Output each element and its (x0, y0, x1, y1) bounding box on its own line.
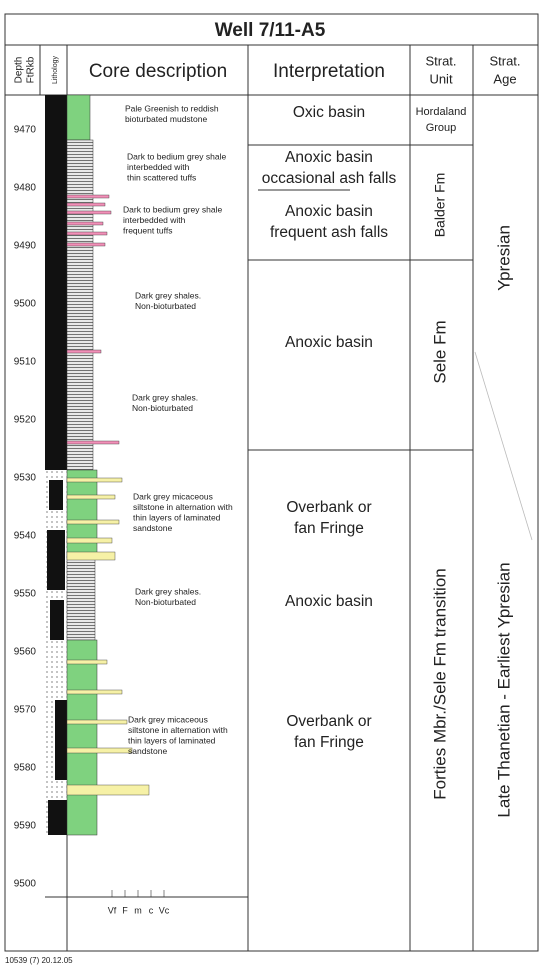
depth-label: 9470 (14, 125, 37, 136)
lithology-log (45, 94, 165, 897)
grain-size-label: Vf (108, 905, 117, 915)
core-description: thin scattered tuffs (127, 172, 196, 182)
core-description: interbedded with (127, 162, 190, 172)
core-description: Dark to bedium grey shale (127, 151, 226, 161)
strat-age-header: Strat. (489, 53, 520, 68)
interpretation: Anoxic basin (285, 149, 373, 166)
depth-header: Depth (14, 57, 25, 84)
depth-label: 9540 (14, 531, 37, 542)
core-description: Dark grey shales. (135, 586, 201, 596)
core-description: sandstone (128, 746, 167, 756)
strat-unit: Balder Fm (432, 173, 448, 238)
depth-label: 9520 (14, 415, 37, 426)
interpretation-header: Interpretation (273, 61, 385, 82)
depth-label: 9480 (14, 183, 37, 194)
depth-label: 9570 (14, 705, 37, 716)
interpretation: fan Fringe (294, 734, 364, 751)
grain-size-label: Vc (159, 905, 170, 915)
strat-unit-header: Unit (429, 71, 453, 86)
core-description: Non-bioturbated (135, 597, 196, 607)
interpretation: Overbank or (286, 713, 371, 730)
core-description: thin layers of laminated (128, 735, 216, 745)
core-description: siltstone in alternation with (128, 725, 228, 735)
depth-label: 9550 (14, 589, 37, 600)
core-description-header: Core description (89, 61, 227, 82)
core-description: Dark grey shales. (132, 392, 198, 402)
interpretation: Anoxic basin (285, 593, 373, 610)
core-description: Non-bioturbated (132, 403, 193, 413)
depth-label: 9580 (14, 763, 37, 774)
core-description: frequent tuffs (123, 225, 172, 235)
interpretation: fan Fringe (294, 520, 364, 537)
footer: 10539 (7) 20.12.05 (5, 956, 73, 965)
strat-age: Ypresian (494, 225, 513, 291)
strat-age: Late Thanetian - Earliest Ypresian (494, 562, 513, 817)
depth-label: 9560 (14, 647, 37, 658)
depth-label: 9590 (14, 821, 37, 832)
core-description: interbedded with (123, 215, 186, 225)
grain-size-label: m (134, 905, 142, 915)
strat-unit: Forties Mbr./Sele Fm transition (430, 568, 449, 799)
core-description: thin layers of laminated (133, 512, 221, 522)
strat-unit: Group (426, 122, 457, 134)
depth-label: 9530 (14, 473, 37, 484)
strat-age-header: Age (493, 71, 516, 86)
interpretation: frequent ash falls (270, 224, 388, 241)
core-description: Dark grey shales. (135, 290, 201, 300)
strat-unit-header: Strat. (425, 53, 456, 68)
core-description: Dark grey micaceous (128, 714, 208, 724)
interpretation: Oxic basin (293, 104, 365, 121)
strat-unit: Hordaland (416, 106, 467, 118)
core-description: Pale Greenish to reddish (125, 103, 219, 113)
lithology-header: Lithology (52, 55, 59, 84)
core-description: Dark to bedium grey shale (123, 204, 222, 214)
strat-unit: Sele Fm (430, 320, 449, 383)
core-description: siltstone in alternation with (133, 502, 233, 512)
depth-label: 9500 (14, 879, 37, 890)
interpretation: occasional ash falls (262, 170, 397, 187)
core-description: Non-bioturbated (135, 301, 196, 311)
grain-size-label: F (122, 905, 128, 915)
title: Well 7/11-A5 (215, 20, 326, 41)
interpretation: Overbank or (286, 499, 371, 516)
depth-label: 9490 (14, 241, 37, 252)
interpretation: Anoxic basin (285, 334, 373, 351)
depth-unit-header: FtRkb (26, 56, 37, 83)
core-description: bioturbated mudstone (125, 114, 207, 124)
depth-label: 9510 (14, 357, 37, 368)
grain-size-label: c (149, 905, 154, 915)
core-description: sandstone (133, 523, 172, 533)
interpretation: Anoxic basin (285, 203, 373, 220)
core-description: Dark grey micaceous (133, 491, 213, 501)
depth-label: 9500 (14, 299, 37, 310)
